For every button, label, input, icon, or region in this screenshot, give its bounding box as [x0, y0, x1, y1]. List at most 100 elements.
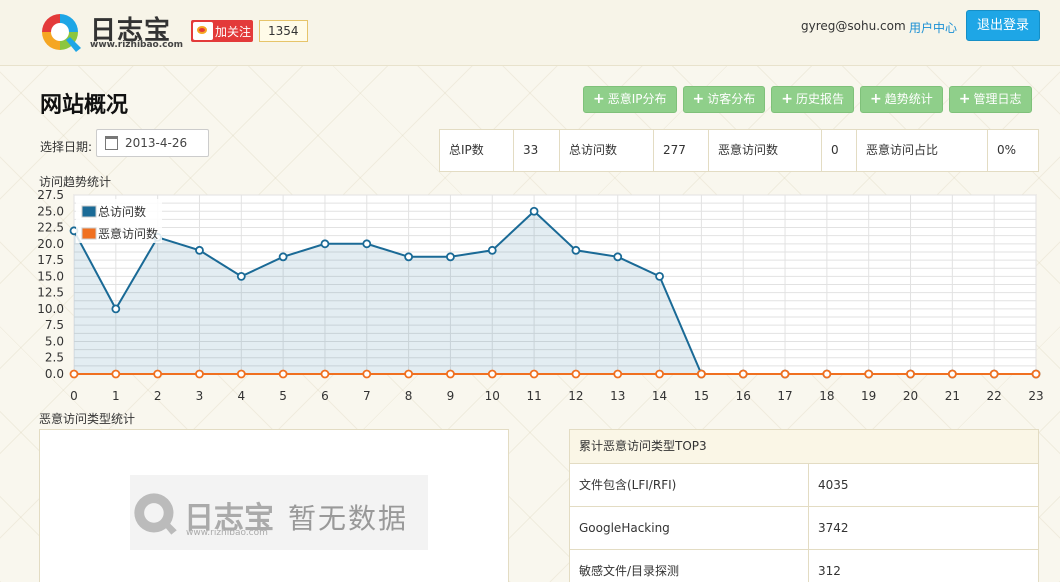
data-point	[362, 369, 372, 379]
malicious-ip-button[interactable]: + 恶意IP分布	[583, 86, 677, 113]
legend-swatch	[81, 205, 97, 218]
user-center-link[interactable]: 用户中心	[909, 21, 958, 35]
date-picker[interactable]: 2013-4-26	[96, 129, 209, 157]
data-point	[111, 304, 121, 314]
site-logo[interactable]: 日志宝 www.rizhibao.com	[38, 10, 183, 58]
no-data-placeholder: 日志宝 www.rizhibao.com 暂无数据	[130, 475, 428, 550]
x-tick-label: 16	[736, 389, 751, 403]
top3-type-name: 文件包含(LFI/RFI)	[570, 464, 809, 506]
no-data-logo-url: www.rizhibao.com	[186, 528, 268, 538]
x-tick-label: 4	[237, 389, 245, 403]
y-tick-label: 17.5	[37, 253, 64, 267]
top3-type-count: 312	[818, 564, 841, 578]
plus-icon: +	[958, 91, 971, 107]
history-report-button[interactable]: + 历史报告	[771, 86, 855, 113]
data-point	[613, 252, 623, 262]
data-point	[278, 252, 288, 262]
table-row: 文件包含(LFI/RFI) 4035	[570, 464, 1038, 507]
date-label: 选择日期:	[40, 140, 93, 154]
stats-summary: 总IP数 33 总访问数 277 恶意访问数 0 恶意访问占比 0%	[439, 129, 1039, 172]
logo-url: www.rizhibao.com	[90, 40, 184, 50]
y-tick-label: 0.0	[45, 367, 64, 381]
button-label: 访客分布	[707, 92, 756, 106]
logo-text: 日志宝	[90, 16, 172, 46]
x-tick-label: 22	[987, 389, 1002, 403]
x-tick-label: 0	[70, 389, 78, 403]
trend-stats-button[interactable]: + 趋势统计	[860, 86, 943, 113]
x-tick-label: 19	[861, 389, 876, 403]
x-tick-label: 3	[196, 389, 204, 403]
data-point	[111, 369, 121, 379]
y-tick-label: 10.0	[37, 302, 64, 316]
button-label: 趋势统计	[884, 92, 933, 106]
data-point	[571, 369, 581, 379]
y-tick-label: 27.5	[37, 188, 64, 202]
x-tick-label: 15	[694, 389, 709, 403]
data-point	[236, 271, 246, 281]
data-point	[613, 369, 623, 379]
data-point	[153, 369, 163, 379]
x-tick-label: 6	[321, 389, 329, 403]
data-point	[864, 369, 874, 379]
data-point	[278, 369, 288, 379]
data-point	[529, 369, 539, 379]
stat-ip-label: 总IP数	[440, 130, 514, 171]
manage-logs-button[interactable]: + 管理日志	[948, 86, 1032, 113]
data-point	[320, 239, 330, 249]
y-tick-label: 22.5	[37, 221, 64, 235]
top-bar: 日志宝 www.rizhibao.com 加关注 1354 gyreg@sohu…	[0, 0, 1060, 66]
logo-mark-icon	[134, 493, 177, 535]
trend-chart: 0.0 2.5 5.0 7.5 10.0 12.5 15.0 17.5 20.0 22.5 25.0…	[37, 188, 1043, 403]
stat-visits-value: 277	[654, 130, 709, 171]
action-toolbar: + 恶意IP分布 + 访客分布 + 历史报告 + 趋势统计 + 管理日志	[583, 86, 1032, 113]
stat-visits-label: 总访问数	[560, 130, 654, 171]
data-point	[195, 369, 204, 379]
data-point	[1031, 369, 1041, 379]
top3-type-count: 3742	[818, 521, 849, 535]
visitor-distribution-button[interactable]: + 访客分布	[682, 86, 766, 113]
x-tick-label: 18	[819, 389, 834, 403]
y-tick-label: 20.0	[37, 237, 64, 251]
button-label: 管理日志	[973, 92, 1022, 106]
weibo-follow-label: 加关注	[215, 24, 252, 39]
x-tick-label: 20	[903, 389, 918, 403]
logo-mark-icon	[42, 14, 81, 52]
weibo-follower-count: 1354	[259, 20, 308, 42]
data-point	[487, 245, 497, 255]
weibo-follow-button[interactable]: 加关注	[191, 20, 254, 42]
stat-ip-value: 33	[514, 130, 560, 171]
x-tick-label: 11	[526, 389, 541, 403]
stat-ratio-value: 0%	[997, 143, 1017, 157]
plus-icon: +	[781, 91, 793, 107]
data-point	[780, 369, 790, 379]
page-title: 网站概况	[40, 93, 129, 118]
legend-label: 总访问数	[98, 204, 146, 219]
data-point	[404, 369, 414, 379]
data-point	[822, 369, 832, 379]
weibo-follow: 加关注 1354	[191, 20, 308, 42]
button-label: 恶意IP分布	[607, 92, 667, 106]
series-area	[74, 211, 1036, 374]
y-tick-label: 25.0	[37, 204, 64, 218]
y-tick-label: 5.0	[45, 334, 64, 348]
data-point	[362, 239, 372, 249]
x-tick-label: 21	[945, 389, 960, 403]
trend-chart-title: 访问趋势统计	[39, 175, 112, 189]
data-point	[655, 369, 664, 379]
weibo-icon	[193, 22, 213, 40]
legend-swatch	[81, 227, 97, 240]
calendar-icon	[105, 136, 118, 150]
malicious-type-panel: 日志宝 www.rizhibao.com 暂无数据	[39, 429, 509, 582]
x-tick-label: 17	[777, 389, 792, 403]
plus-icon: +	[870, 91, 882, 107]
top3-type-name: 敏感文件/目录探测	[570, 550, 809, 582]
data-point	[529, 206, 539, 216]
logout-button[interactable]: 退出登录	[966, 10, 1040, 41]
top3-type-name: GoogleHacking	[570, 507, 809, 549]
date-value: 2013-4-26	[125, 136, 188, 150]
no-data-logo-text: 日志宝	[184, 501, 274, 536]
data-point	[906, 369, 915, 379]
x-tick-label: 2	[154, 389, 162, 403]
stat-ratio-label: 恶意访问占比	[857, 130, 988, 171]
data-point	[655, 271, 664, 281]
